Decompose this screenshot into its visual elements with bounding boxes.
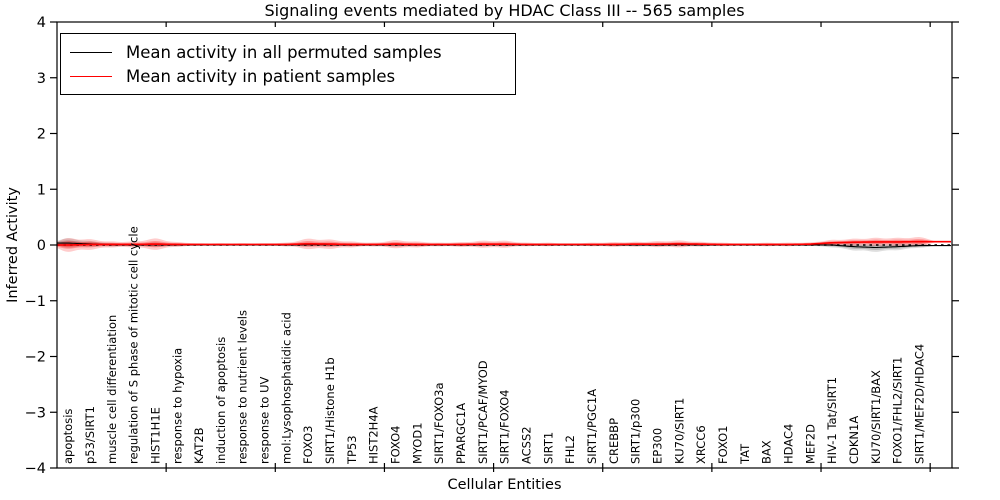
x-entity-label: response to hypoxia — [170, 348, 184, 464]
x-entity-label: SIRT1/PGC1A — [585, 389, 599, 464]
y-tick-label: 1 — [37, 182, 46, 198]
x-entity-label: CREBBP — [607, 418, 621, 464]
legend-label-permuted: Mean activity in all permuted samples — [126, 42, 442, 62]
x-entity-label: SIRT1 — [541, 432, 555, 464]
x-entity-label: p53/SIRT1 — [83, 406, 97, 464]
x-entity-label: SIRT1/PCAF/MYOD — [476, 360, 490, 464]
x-entity-label: TAT — [738, 443, 752, 465]
x-entity-label: SIRT1/p300 — [629, 399, 643, 464]
x-entity-label: MYOD1 — [410, 422, 424, 464]
y-tick-label: 0 — [37, 238, 46, 254]
legend-label-patient: Mean activity in patient samples — [126, 66, 396, 86]
x-entity-label: EP300 — [651, 428, 665, 464]
x-entity-label: SIRT1/FOXO3a — [432, 382, 446, 464]
x-entity-label: KU70/SIRT1/BAX — [869, 370, 883, 464]
x-entity-label: response to nutrient levels — [236, 310, 250, 464]
x-entity-label: KAT2B — [192, 427, 206, 464]
y-tick-label: −2 — [25, 350, 46, 366]
x-entity-label: HIV-1 Tat/SIRT1 — [825, 377, 839, 464]
x-entity-label: SIRT1/Histone H1b — [323, 357, 337, 464]
x-entity-label: TP53 — [345, 435, 359, 465]
x-entity-label: mol:Lysophosphatidic acid — [279, 312, 293, 464]
x-entity-label: SIRT1/FOXO4 — [498, 389, 512, 464]
y-tick-label: 2 — [37, 127, 46, 143]
y-tick-label: 3 — [37, 71, 46, 87]
legend-line-patient-icon — [70, 75, 112, 77]
x-entity-label: response to UV — [258, 376, 272, 464]
x-entity-label: regulation of S phase of mitotic cell cy… — [127, 226, 141, 464]
x-entity-label: FOXO1 — [716, 426, 730, 464]
x-entity-label: KU70/SIRT1 — [672, 398, 686, 464]
x-entity-label: BAX — [760, 440, 774, 464]
x-entity-label: HIST1H1E — [148, 407, 162, 464]
x-entity-label: HIST2H4A — [367, 406, 381, 464]
x-entity-label: FHL2 — [563, 435, 577, 464]
x-entity-label: SIRT1/MEF2D/HDAC4 — [912, 344, 926, 464]
mean-line-patient — [57, 240, 951, 246]
y-tick-label: −3 — [25, 405, 46, 421]
x-entity-label: XRCC6 — [694, 425, 708, 464]
x-entity-label: FOXO1/FHL2/SIRT1 — [891, 357, 905, 464]
legend: Mean activity in all permuted samples Me… — [60, 33, 516, 95]
x-entity-label: muscle cell differentiation — [105, 315, 119, 464]
y-tick-label: −1 — [25, 294, 46, 310]
x-entity-label: MEF2D — [803, 424, 817, 464]
chart-title: Signaling events mediated by HDAC Class … — [264, 1, 745, 20]
legend-item-patient: Mean activity in patient samples — [70, 64, 506, 88]
x-entity-label: induction of apoptosis — [214, 337, 228, 464]
x-entity-label: FOXO4 — [389, 426, 403, 464]
x-entity-label: CDKN1A — [847, 416, 861, 464]
legend-line-permuted-icon — [70, 51, 112, 53]
x-entity-label: PPARGC1A — [454, 403, 468, 464]
x-entity-label: HDAC4 — [781, 424, 795, 464]
x-axis-title: Cellular Entities — [447, 477, 562, 493]
x-entity-label: ACSS2 — [520, 426, 534, 464]
y-tick-label: 4 — [37, 15, 46, 31]
legend-item-permuted: Mean activity in all permuted samples — [70, 40, 506, 64]
x-entity-label: FOXO3 — [301, 426, 315, 464]
x-entity-label: apoptosis — [61, 409, 75, 464]
y-tick-label: −4 — [25, 461, 46, 477]
